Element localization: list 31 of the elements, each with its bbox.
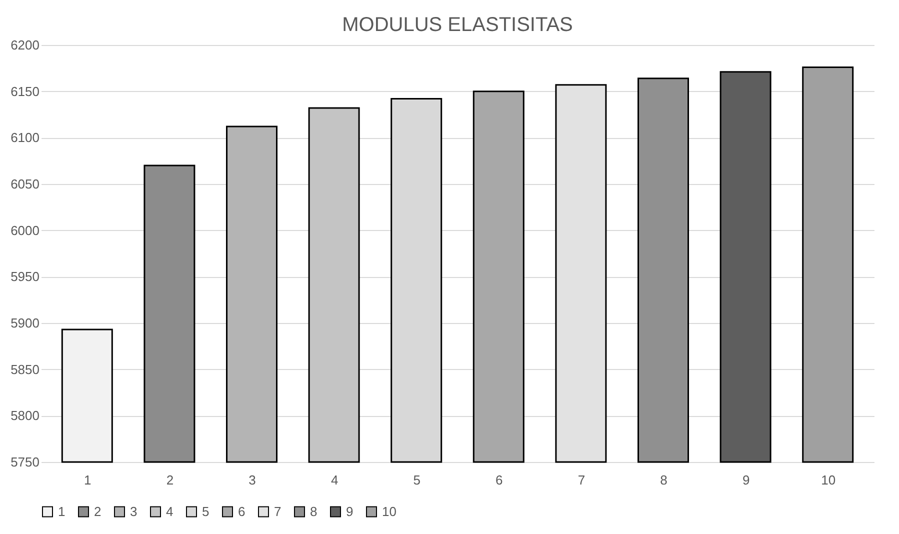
- legend-label: 8: [310, 504, 318, 519]
- legend-label: 10: [382, 504, 396, 519]
- x-tick-label: 6: [496, 472, 503, 488]
- y-tick-label: 6150: [10, 84, 40, 99]
- y-tick-label: 6200: [10, 38, 40, 52]
- y-tick-label: 5950: [10, 269, 40, 284]
- y-tick-label: 6100: [10, 130, 40, 146]
- x-tick-label: 9: [742, 472, 750, 488]
- x-tick-label: 7: [578, 472, 586, 488]
- y-tick-label: 5850: [10, 362, 40, 377]
- chart-title: MODULUS ELASTISITAS: [342, 14, 573, 36]
- x-tick-label: 3: [248, 472, 256, 488]
- legend-label: 4: [166, 504, 174, 519]
- y-tick-label: 5900: [10, 316, 40, 330]
- legend-label: 6: [238, 504, 246, 519]
- legend-label: 9: [346, 504, 354, 519]
- legend-label: 5: [202, 504, 210, 519]
- legend-label: 3: [130, 504, 138, 519]
- x-tick-label: 4: [330, 472, 338, 488]
- x-tick-label: 1: [84, 472, 92, 488]
- y-tick-label: 5750: [10, 454, 40, 470]
- x-tick-label: 5: [413, 472, 420, 488]
- y-tick-label: 5800: [10, 408, 40, 424]
- legend-label: 7: [274, 504, 282, 519]
- legend-label: 1: [58, 504, 66, 519]
- x-tick-label: 10: [821, 472, 836, 488]
- y-tick-label: 6000: [10, 222, 40, 238]
- x-tick-label: 8: [660, 472, 668, 488]
- x-tick-label: 2: [166, 472, 174, 488]
- y-tick-label: 6050: [10, 176, 40, 192]
- legend-label: 2: [94, 504, 102, 519]
